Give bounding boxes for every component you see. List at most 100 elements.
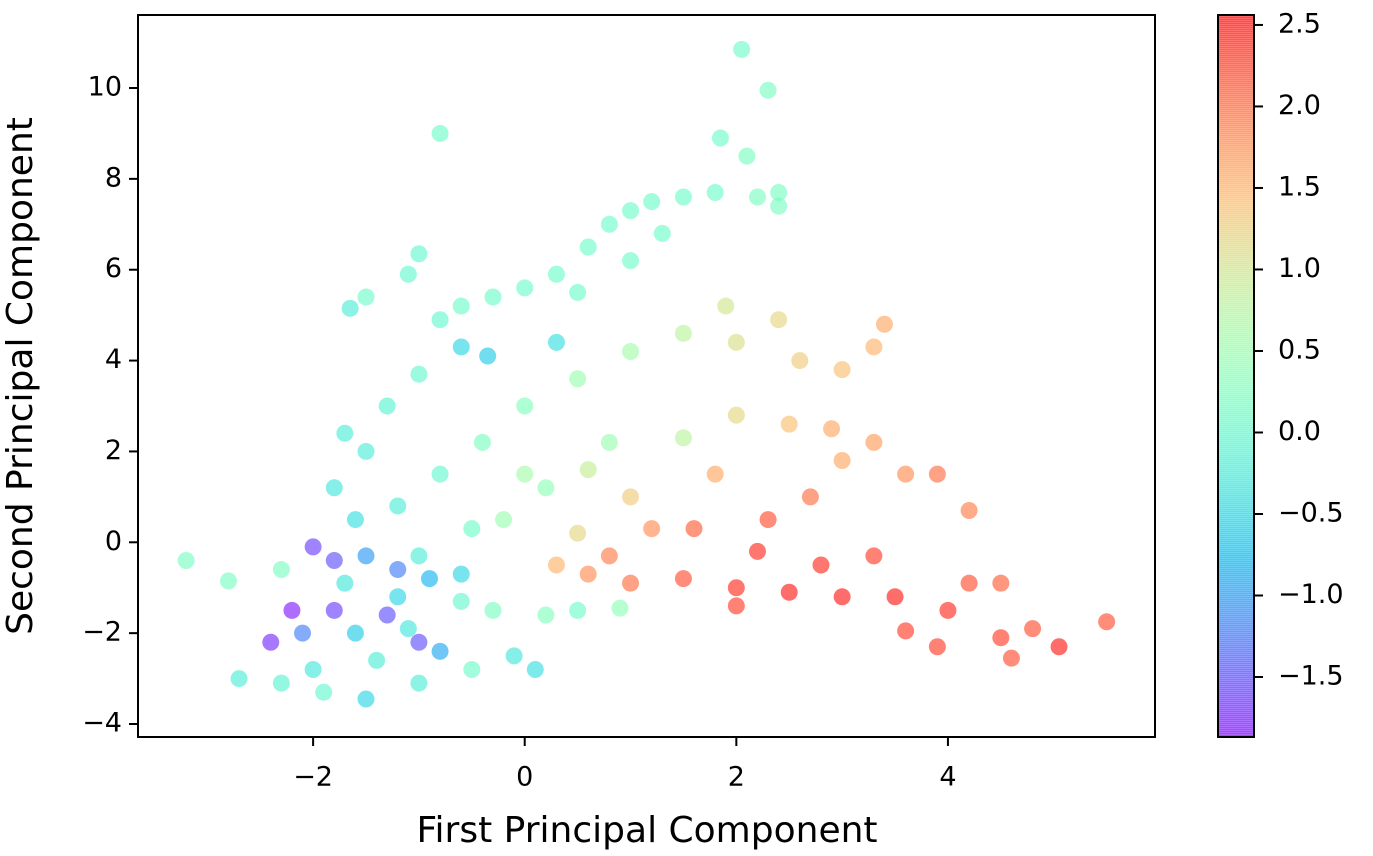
colorbar-slice [1218,675,1254,678]
colorbar-slice [1218,671,1254,674]
colorbar-slice [1218,23,1254,26]
point [780,583,798,601]
colorbar-slice [1218,209,1254,212]
point [622,252,640,270]
point [600,215,618,233]
colorbar-slice [1218,427,1254,430]
colorbar-slice [1218,393,1254,396]
colorbar-slice [1218,389,1254,392]
colorbar-slice [1218,367,1254,370]
point [674,429,692,447]
colorbar-slice [1218,573,1254,576]
colorbar-slice [1218,565,1254,568]
colorbar-slice [1218,717,1254,720]
colorbar-slice [1218,71,1254,74]
colorbar-slice [1218,511,1254,514]
point [579,238,597,256]
colorbar-slice [1218,473,1254,476]
point [294,624,312,642]
colorbar-slice [1218,609,1254,612]
colorbar-slice [1218,385,1254,388]
colorbar-slice [1218,631,1254,634]
colorbar-slice [1218,531,1254,534]
colorbar-slice [1218,599,1254,602]
point [230,670,248,688]
point [526,660,544,678]
point [463,520,481,538]
point [368,651,386,669]
point [717,297,735,315]
colorbar-slice [1218,425,1254,428]
point [495,511,513,529]
colorbar-slice [1218,639,1254,642]
colorbar-slice [1218,435,1254,438]
point [463,660,481,678]
colorbar-slice [1218,563,1254,566]
colorbar-slice [1218,97,1254,100]
colorbar-slice [1218,561,1254,564]
colorbar-slice [1218,29,1254,32]
colorbar-slice [1218,709,1254,712]
point [389,588,407,606]
colorbar-slice [1218,691,1254,694]
colorbar-slice [1218,611,1254,614]
colorbar-slice [1218,715,1254,718]
point [569,370,587,388]
point [569,524,587,542]
colorbar-slice [1218,109,1254,112]
colorbar-slice [1218,499,1254,502]
colorbar-slice [1218,713,1254,716]
colorbar-slice [1218,485,1254,488]
colorbar-slice [1218,203,1254,206]
colorbar-slice [1218,517,1254,520]
colorbar-slice [1218,495,1254,498]
colorbar-slice [1218,145,1254,148]
colorbar-slice [1218,519,1254,522]
point [420,570,438,588]
y-axis-label: Second Principal Component [0,117,41,635]
point [537,606,555,624]
colorbar-slice [1218,721,1254,724]
colorbar-slice [1218,93,1254,96]
point [399,265,417,283]
point [516,279,534,297]
point [410,674,428,692]
point [547,333,565,351]
colorbar-slice [1218,159,1254,162]
colorbar-slice [1218,711,1254,714]
colorbar-slice [1218,275,1254,278]
colorbar-slice [1218,731,1254,734]
colorbar-slice [1218,297,1254,300]
colorbar-gradient [1218,15,1254,738]
colorbar-slice [1218,429,1254,432]
colorbar-slice [1218,25,1254,28]
colorbar-slice [1218,695,1254,698]
colorbar-slice [1218,445,1254,448]
point [389,497,407,515]
colorbar-slice [1218,439,1254,442]
colorbar-slice [1218,189,1254,192]
colorbar-slice [1218,269,1254,272]
point [886,588,904,606]
colorbar-slice [1218,63,1254,66]
colorbar-slice [1218,57,1254,60]
colorbar-slice [1218,285,1254,288]
colorbar-slice [1218,513,1254,516]
point [325,479,343,497]
x-tick-label: 0 [516,762,533,793]
colorbar-slice [1218,397,1254,400]
plot-frame [137,14,1156,738]
colorbar-slice [1218,307,1254,310]
colorbar-slice [1218,687,1254,690]
colorbar-slice [1218,493,1254,496]
point [357,547,375,565]
point [304,538,322,556]
colorbar-slice [1218,115,1254,118]
colorbar-slice [1218,83,1254,86]
colorbar-slice [1218,127,1254,130]
colorbar-slice [1218,235,1254,238]
colorbar-slice [1218,569,1254,572]
point [410,365,428,383]
colorbar-slice [1218,89,1254,92]
point [516,465,534,483]
